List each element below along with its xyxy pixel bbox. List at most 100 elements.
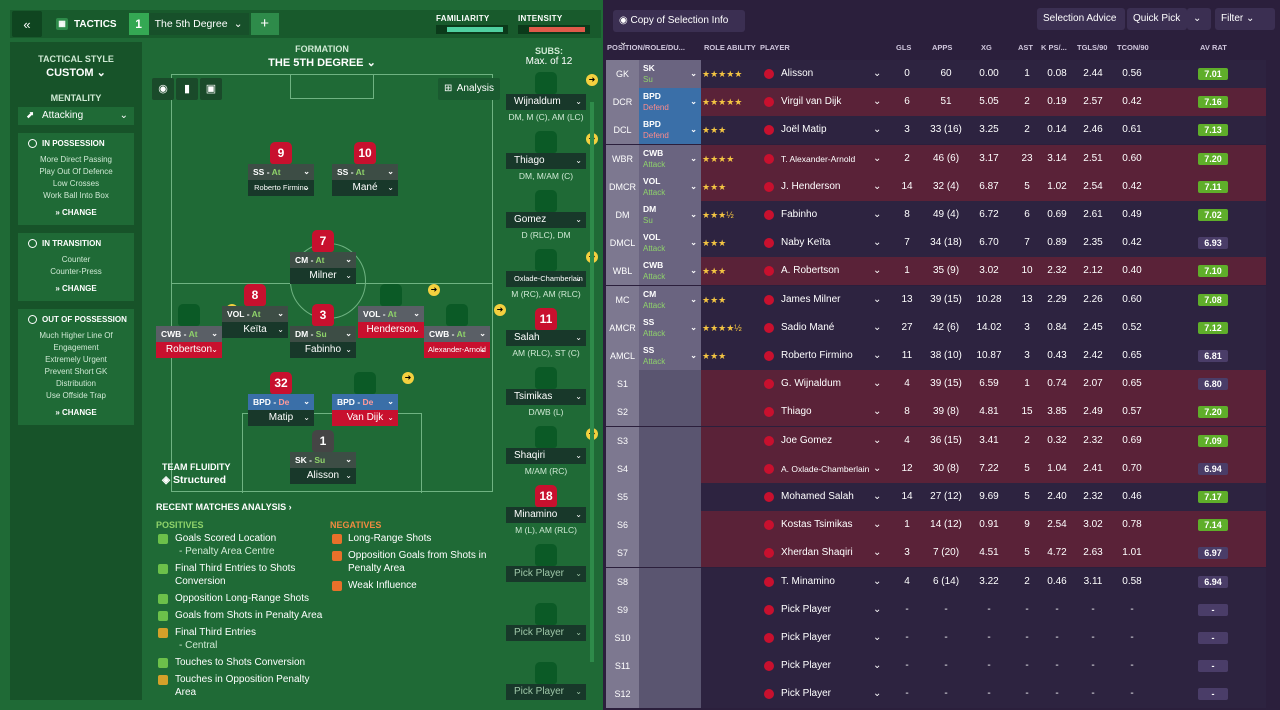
header-apps[interactable]: APPS	[932, 43, 953, 52]
sub-player-name[interactable]: Thiago ⌄	[506, 153, 586, 169]
table-row[interactable]: AMCL SS Attack ⌄ ★★★ Roberto Firmino ⌄ 11 38 (10…	[606, 342, 1266, 370]
player-cell[interactable]: Pick Player ⌄	[781, 652, 881, 680]
tactics-tab[interactable]: ▦ TACTICS	[56, 18, 117, 30]
table-row[interactable]: S1 G. Wijnaldum ⌄ 4 39 (15) 6.59 1 0.74 2.07 0.65…	[606, 370, 1266, 399]
role-cell[interactable]	[639, 483, 701, 511]
role-cell[interactable]	[639, 454, 701, 483]
role-selector[interactable]: CWB - At ⌄	[156, 326, 222, 342]
analysis-button[interactable]: ⊞ Analysis	[438, 78, 500, 100]
role-cell[interactable]: CWB Attack ⌄	[639, 144, 701, 173]
header-kps[interactable]: K PS/...	[1041, 43, 1067, 52]
header-tgls[interactable]: TGLS/90	[1077, 43, 1108, 52]
header-xg[interactable]: XG	[981, 43, 992, 52]
header-ast[interactable]: AST	[1018, 43, 1033, 52]
sub-player[interactable]: 11 Salah ⌄ AM (RLC), ST (C)	[506, 308, 586, 358]
sub-player[interactable]: Shaqiri⌄M/AM (RC)➜	[506, 426, 598, 476]
stats-icon[interactable]: ▮	[176, 78, 198, 100]
player-man-[interactable]: 10 SS - At ⌄ Mané ⌄	[332, 142, 398, 196]
depth-icon[interactable]: ▣	[200, 78, 222, 100]
player-cell[interactable]: Xherdan Shaqiri ⌄	[781, 539, 881, 567]
role-selector[interactable]: VOL - At ⌄	[222, 306, 288, 322]
change-in-transition-button[interactable]: » CHANGE	[55, 284, 97, 293]
player-cell[interactable]: A. Oxlade-Chamberlain ⌄	[781, 455, 881, 483]
role-cell[interactable]	[639, 398, 701, 427]
mentality-dropdown[interactable]: ⬈ Attacking ⌄	[18, 107, 134, 125]
back-icon[interactable]: «	[12, 11, 42, 37]
player-name[interactable]: Alexander-Arnold ⌄	[424, 342, 490, 358]
role-selector[interactable]: SK - Su ⌄	[290, 452, 356, 468]
table-row[interactable]: AMCR SS Attack ⌄ ★★★★½ Sadio Mané ⌄ 27 42 (6) 14.…	[606, 313, 1266, 342]
player-robertson[interactable]: CWB - At⌄Robertson⌄➜	[156, 304, 238, 358]
recent-matches-analysis-link[interactable]: RECENT MATCHES ANALYSIS ›	[156, 502, 292, 512]
sub-player-name[interactable]: Tsimikas ⌄	[506, 389, 586, 405]
tactic-slot[interactable]: 1	[128, 13, 149, 35]
player-cell[interactable]: Pick Player ⌄	[781, 596, 881, 624]
role-cell[interactable]: SK Su ⌄	[639, 60, 701, 88]
player-cell[interactable]: A. Robertson ⌄	[781, 257, 881, 285]
role-cell[interactable]: BPD Defend ⌄	[639, 88, 701, 117]
player-name[interactable]: Robertson ⌄	[156, 342, 222, 358]
role-cell[interactable]: SS Attack ⌄	[639, 313, 701, 342]
player-ke-ta[interactable]: 8 VOL - At ⌄ Keïta ⌄	[222, 284, 288, 338]
player-cell[interactable]: Thiago ⌄	[781, 398, 881, 426]
player-cell[interactable]: Sadio Mané ⌄	[781, 314, 881, 342]
table-row[interactable]: DCR BPD Defend ⌄ ★★★★★ Virgil van Dijk ⌄ 6 51 5.0…	[606, 88, 1266, 117]
role-cell[interactable]	[639, 680, 701, 709]
player-fabinho[interactable]: 3 DM - Su ⌄ Fabinho ⌄	[290, 304, 356, 358]
player-name[interactable]: Milner ⌄	[290, 268, 356, 284]
change-out-of-possession-button[interactable]: » CHANGE	[55, 408, 97, 417]
header-role-ability[interactable]: ROLE ABILITY	[704, 43, 756, 52]
role-cell[interactable]	[639, 567, 701, 596]
header-player[interactable]: PLAYER	[760, 43, 790, 52]
formation-dropdown[interactable]: THE 5TH DEGREE ⌄	[268, 57, 376, 69]
add-tactic-button[interactable]: +	[250, 13, 279, 35]
player-cell[interactable]: Virgil van Dijk ⌄	[781, 88, 881, 116]
player-cell[interactable]: J. Henderson ⌄	[781, 173, 881, 201]
player-cell[interactable]: Naby Keïta ⌄	[781, 229, 881, 257]
quick-pick-dropdown[interactable]: ⌄	[1187, 8, 1211, 30]
player-cell[interactable]: Kostas Tsimikas ⌄	[781, 511, 881, 539]
role-selector[interactable]: CWB - At ⌄	[424, 326, 490, 342]
table-row[interactable]: S5 Mohamed Salah ⌄ 14 27 (12) 9.69 5 2.40 2.32 0.…	[606, 483, 1266, 511]
filter-dropdown[interactable]: Filter ⌄	[1215, 8, 1275, 30]
sub-player-name[interactable]: Pick Player ⌄	[506, 684, 586, 700]
role-selector[interactable]: BPD - De ⌄	[248, 394, 314, 410]
header-gls[interactable]: GLS	[896, 43, 912, 52]
player-cell[interactable]: Fabinho ⌄	[781, 201, 881, 229]
player-cell[interactable]: James Milner ⌄	[781, 286, 881, 314]
change-in-possession-button[interactable]: » CHANGE	[55, 208, 97, 217]
sub-player[interactable]: Pick Player ⌄	[506, 662, 586, 700]
header-position[interactable]: POSITION/ROLE/DU...	[607, 43, 685, 52]
table-row[interactable]: S11 Pick Player ⌄ - - - - - - - -	[606, 652, 1266, 681]
sub-player[interactable]: Pick Player ⌄	[506, 544, 586, 582]
player-alisson[interactable]: 1 SK - Su ⌄ Alisson ⌄	[290, 430, 356, 484]
role-cell[interactable]: CWB Attack ⌄	[639, 257, 701, 286]
role-cell[interactable]	[639, 652, 701, 681]
view-dropdown[interactable]: ◉ Copy of Selection Info ⌄	[613, 10, 745, 48]
sub-player-name[interactable]: Minamino ⌄	[506, 507, 586, 523]
table-row[interactable]: S3 Joe Gomez ⌄ 4 36 (15) 3.41 2 0.32 2.32 0.69 7.0…	[606, 426, 1266, 455]
player-name[interactable]: Roberto Firmino ⌄	[248, 180, 314, 196]
table-row[interactable]: MC CM Attack ⌄ ★★★ James Milner ⌄ 13 39 (15) 10.2…	[606, 285, 1266, 314]
table-row[interactable]: GK SK Su ⌄ ★★★★★ Alisson ⌄ 0 60 0.00 1 0.08 2.44 0.56…	[606, 60, 1266, 88]
sub-player-name[interactable]: Gomez ⌄	[506, 212, 586, 228]
tactic-name-dropdown[interactable]: The 5th Degree ⌄	[148, 13, 249, 35]
player-cell[interactable]: Alisson ⌄	[781, 60, 881, 88]
role-selector[interactable]: VOL - At ⌄	[358, 306, 424, 322]
table-row[interactable]: WBR CWB Attack ⌄ ★★★★ T. Alexander-Arnold ⌄ 2 46…	[606, 144, 1266, 173]
player-van-dijk[interactable]: BPD - De ⌄ Van Dijk ⌄ ➜	[332, 372, 414, 426]
sub-player[interactable]: Wijnaldum ⌄ DM, M (C), AM (LC) ➜	[506, 72, 598, 122]
role-cell[interactable]	[639, 426, 701, 455]
sub-player-name[interactable]: Wijnaldum ⌄	[506, 94, 586, 110]
player-cell[interactable]: Joël Matip ⌄	[781, 116, 881, 144]
table-row[interactable]: DMCR VOL Attack ⌄ ★★★ J. Henderson ⌄ 14 32 (4) 6.…	[606, 172, 1266, 201]
player-cell[interactable]: Pick Player ⌄	[781, 680, 881, 708]
sub-player-name[interactable]: Salah ⌄	[506, 330, 586, 346]
header-avrat[interactable]: AV RAT	[1200, 43, 1227, 52]
player-name[interactable]: Keïta ⌄	[222, 322, 288, 338]
sub-player[interactable]: Thiago⌄DM, M/AM (C)➜	[506, 131, 598, 181]
role-cell[interactable]: VOL Attack ⌄	[639, 172, 701, 201]
sub-player[interactable]: Tsimikas ⌄ D/WB (L)	[506, 367, 586, 417]
player-name[interactable]: Van Dijk ⌄	[332, 410, 398, 426]
player-cell[interactable]: G. Wijnaldum ⌄	[781, 370, 881, 398]
